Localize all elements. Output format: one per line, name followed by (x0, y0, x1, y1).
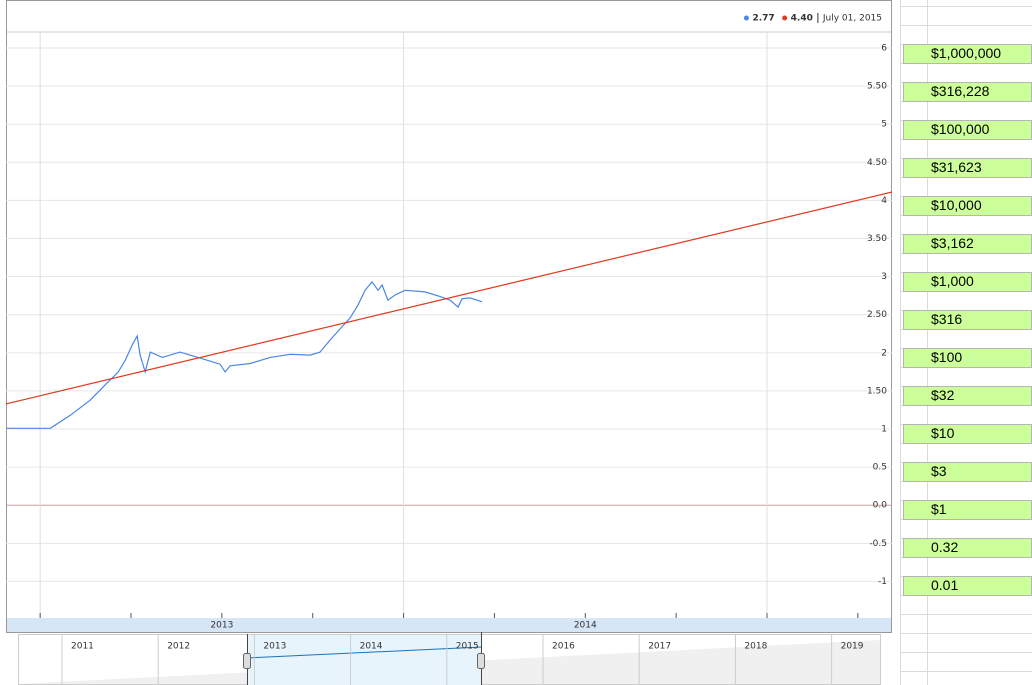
readout-dot (782, 15, 788, 21)
selection-handle[interactable] (477, 653, 485, 669)
sheet-cell-text: $10,000 (931, 197, 982, 213)
x-tick-label: 2014 (574, 621, 597, 631)
sheet-cell-text: $100 (931, 349, 962, 365)
navigator-year: 2015 (456, 642, 479, 652)
navigator-year: 2017 (648, 642, 671, 652)
sheet-cell-text: $31,623 (931, 159, 982, 175)
y-tick-label: 6 (881, 44, 887, 54)
y-tick-label: -1 (878, 577, 887, 587)
sheet-cell-text: $32 (931, 387, 955, 403)
sheet-cell-text: $100,000 (931, 121, 990, 137)
spreadsheet: $1,000,000 $316,228 $100,000 $31,623 $10,000… (900, 0, 1032, 685)
sheet-cell-text: 0.01 (931, 577, 958, 593)
readout-value: 2.77 (752, 14, 774, 24)
y-tick-label: 1.50 (867, 386, 887, 396)
sheet-cell (903, 310, 1032, 330)
sheet-cell-text: $3 (931, 463, 947, 479)
sheet-cell-text: $10 (931, 425, 955, 441)
navigator-year: 2019 (841, 642, 864, 652)
y-tick-label: 0.5 (873, 463, 887, 473)
navigator-selection[interactable] (247, 635, 481, 685)
selection-handle[interactable] (243, 653, 251, 669)
data-line (5, 191, 893, 405)
y-tick-label: 1 (881, 425, 887, 435)
y-tick-label: -0.5 (869, 539, 887, 549)
readout-value: 4.40 (791, 14, 813, 24)
x-tick-label: 2013 (210, 621, 233, 631)
y-tick-label: 2 (881, 348, 887, 358)
navigator-year: 2014 (360, 642, 383, 652)
sheet-cell-text: $316,228 (931, 83, 990, 99)
y-tick-label: 3.50 (867, 234, 887, 244)
chart-frame (6, 0, 892, 633)
navigator-year: 2018 (744, 642, 767, 652)
sheet-cell (903, 348, 1032, 368)
data-line (6, 280, 483, 429)
y-tick-label: 5 (881, 120, 887, 130)
readout-dot (743, 15, 749, 21)
sheet-cell (903, 424, 1032, 444)
y-tick-label: 4.50 (867, 158, 887, 168)
y-tick-label: 4 (881, 196, 887, 206)
sheet-cell-text: $1 (931, 501, 947, 517)
sheet-cell (903, 462, 1032, 482)
y-tick-label: 2.50 (867, 310, 887, 320)
navigator-year: 2011 (71, 642, 94, 652)
readout-date: July 01, 2015 (822, 14, 882, 24)
sheet-cell-text: $3,162 (931, 235, 974, 251)
navigator-year: 2016 (552, 642, 575, 652)
x-axis-band (6, 618, 892, 632)
sheet-cell (903, 500, 1032, 520)
y-tick-label: 0.0 (873, 501, 888, 511)
y-tick-label: 3 (881, 272, 887, 282)
sheet-cell-text: $1,000,000 (931, 45, 1001, 61)
y-tick-label: 5.50 (867, 82, 887, 92)
sheet-cell-text: $316 (931, 311, 962, 327)
sheet-cell-text: $1,000 (931, 273, 974, 289)
navigator-year: 2013 (263, 642, 286, 652)
sheet-cell (903, 576, 1032, 596)
sheet-cell (903, 386, 1032, 406)
navigator-year: 2012 (167, 642, 190, 652)
sheet-cell (903, 538, 1032, 558)
sheet-cell-text: 0.32 (931, 539, 958, 555)
navigator-line (246, 646, 482, 659)
